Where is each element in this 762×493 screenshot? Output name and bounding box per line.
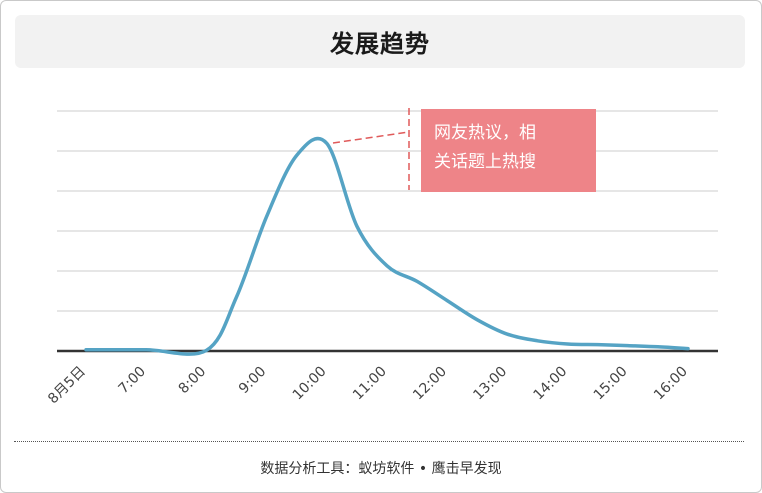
x-tick-label: 15:00 <box>591 364 631 404</box>
trend-line <box>84 136 690 356</box>
x-tick-label: 8月5日 <box>45 364 89 408</box>
footer-divider <box>14 441 744 442</box>
x-tick-label: 14:00 <box>531 364 571 404</box>
grid-lines <box>57 110 718 312</box>
x-tick-labels: 8月5日 7:00 8:00 9:00 10:00 11:00 12:00 13:00 14:0… <box>45 364 691 408</box>
x-tick-label: 8:00 <box>176 364 210 398</box>
x-tick-label: 16:00 <box>651 364 691 404</box>
x-tick-label: 9:00 <box>236 364 270 398</box>
annotation-box <box>421 109 596 192</box>
x-tick-label: 13:00 <box>470 364 510 404</box>
chart-title: 发展趋势 <box>330 30 430 58</box>
x-tick-label: 11:00 <box>350 364 390 404</box>
x-tick-label: 10:00 <box>290 364 330 404</box>
annotation-leader-diagonal <box>332 131 410 144</box>
x-tick-label: 12:00 <box>410 364 450 404</box>
title-bar: 发展趋势 <box>15 15 745 68</box>
annotation-text-line-1: 网友热议，相 <box>434 123 536 143</box>
annotation-text-line-2: 关话题上热搜 <box>434 152 536 172</box>
footer-source: 数据分析工具：蚁坊软件 • 鹰击早发现 <box>260 461 502 477</box>
x-tick-label: 7:00 <box>115 364 149 398</box>
